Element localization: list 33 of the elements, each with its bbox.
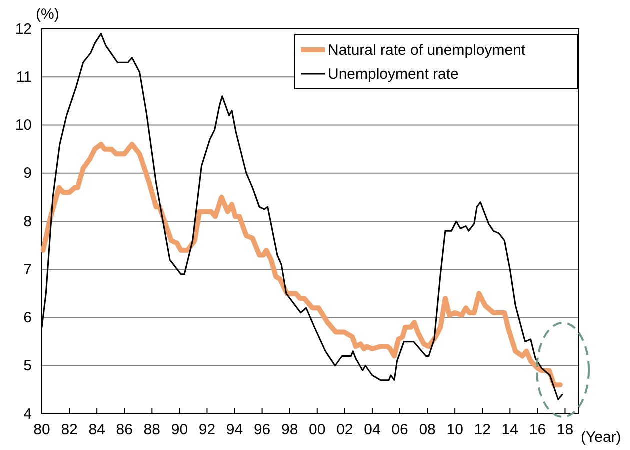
- y-tick-label: 5: [24, 358, 32, 375]
- legend-label: Natural rate of unemployment: [328, 42, 526, 59]
- y-tick-label: 6: [24, 310, 32, 327]
- x-tick-label: 18: [556, 422, 574, 439]
- y-tick-label: 8: [24, 213, 32, 230]
- y-tick-label: 10: [15, 117, 32, 134]
- x-tick-label: 86: [116, 422, 133, 439]
- y-tick-label: 11: [16, 68, 32, 86]
- x-tick-label: 84: [88, 422, 106, 439]
- x-tick-label: 06: [392, 422, 408, 439]
- x-tick-label: 12: [474, 422, 491, 439]
- y-tick-label: 12: [15, 20, 32, 38]
- x-tick-label: 80: [34, 422, 50, 439]
- y-tick-label: 7: [24, 261, 32, 278]
- x-tick-label: 04: [364, 422, 381, 439]
- x-tick-label: 90: [171, 422, 188, 439]
- legend-label: Unemployment rate: [328, 66, 459, 83]
- x-tick-label: 94: [226, 422, 244, 439]
- x-tick-label: 10: [446, 422, 464, 439]
- x-tick-label: 14: [502, 422, 518, 439]
- y-axis-title: (%): [36, 6, 60, 23]
- x-tick-label: 92: [198, 422, 216, 439]
- x-tick-label: 02: [336, 422, 354, 439]
- x-tick-label: 88: [144, 422, 160, 439]
- x-tick-label: 82: [61, 422, 78, 439]
- y-tick-label: 4: [24, 406, 32, 423]
- x-tick-label: 98: [282, 422, 298, 439]
- x-tick-label: 08: [419, 422, 436, 439]
- x-tick-label: 00: [309, 422, 326, 439]
- x-tick-label: 16: [529, 422, 546, 439]
- y-tick-label: 9: [24, 165, 32, 182]
- x-axis-title: (Year): [581, 429, 622, 446]
- x-tick-label: 96: [254, 422, 271, 439]
